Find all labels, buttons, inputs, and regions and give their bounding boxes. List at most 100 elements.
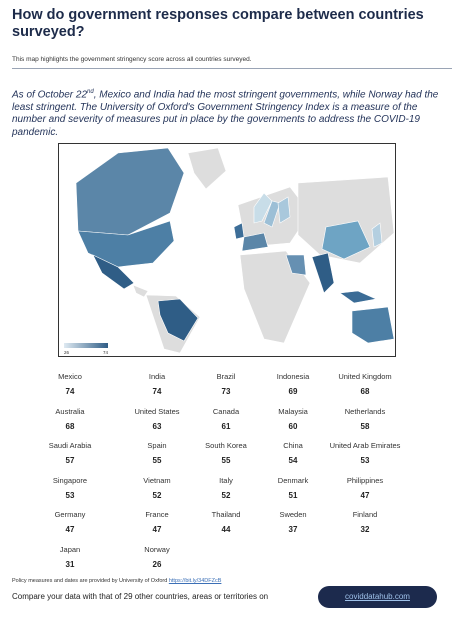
site-button[interactable]: coviddatahub.com (318, 586, 437, 608)
map-region (297, 176, 395, 264)
country-score: 52 (152, 490, 162, 500)
compare-text: Compare your data with that of 29 other … (12, 592, 269, 601)
map: 26 74 (58, 143, 396, 357)
country-cell: France 47 (102, 510, 212, 534)
intro-text: , Mexico and India had the most stringen… (12, 89, 439, 138)
source-link[interactable]: https://bit.ly/34DFZcB (168, 578, 222, 584)
divider (12, 68, 452, 69)
map-region (241, 232, 269, 252)
country-score: 68 (65, 421, 75, 431)
country-name: Philippines (346, 475, 384, 485)
country-name: China (283, 441, 303, 450)
country-score: 73 (221, 387, 231, 396)
map-region (239, 250, 311, 344)
country-score: 68 (360, 387, 370, 396)
country-name: Indonesia (276, 372, 310, 381)
country-cell: Finland 32 (310, 510, 420, 534)
country-name: Saudi Arabia (48, 441, 92, 450)
country-name: Netherlands (344, 406, 386, 416)
country-name: Denmark (277, 475, 309, 485)
country-name: United Arab Emirates (329, 441, 401, 450)
map-region (371, 222, 383, 248)
map-region (311, 252, 335, 294)
country-score: 69 (288, 387, 298, 396)
country-cell: United Kingdom 68 (310, 372, 420, 396)
country-name: Norway (144, 544, 170, 554)
country-cell: Malaysia 60 (238, 407, 348, 431)
country-name: India (148, 372, 166, 381)
country-score: 32 (360, 525, 370, 534)
country-cell: Sweden 37 (238, 510, 348, 534)
country-cell: Vietnam 52 (102, 476, 212, 500)
country-score: 74 (152, 387, 162, 396)
country-name: Thailand (211, 510, 241, 519)
country-cell: Netherlands 58 (310, 407, 420, 431)
title: How do government responses compare betw… (12, 7, 424, 40)
country-name: Japan (59, 544, 81, 554)
country-score: 51 (288, 490, 298, 500)
country-cell: Denmark 51 (238, 476, 348, 500)
map-region (339, 290, 378, 304)
country-name: Vietnam (143, 475, 171, 485)
country-score: 55 (221, 456, 231, 465)
country-name: Malaysia (278, 406, 308, 416)
country-cell: Thailand 44 (171, 510, 281, 534)
country-cell: Philippines 47 (310, 476, 420, 500)
country-cell: United Arab Emirates 53 (310, 441, 420, 465)
country-score: 47 (360, 490, 370, 500)
legend-max: 74 (103, 350, 109, 355)
country-score: 55 (152, 456, 162, 465)
country-cell: China 54 (238, 441, 348, 465)
map-region (132, 284, 149, 298)
country-score: 60 (288, 421, 298, 431)
country-name: United Kingdom (338, 372, 392, 381)
map-region (253, 192, 273, 224)
country-cell: Australia 68 (15, 407, 125, 431)
country-name: Australia (55, 406, 85, 416)
country-cell: Singapore 53 (15, 476, 125, 500)
country-name: Mexico (58, 372, 82, 381)
country-score: 63 (152, 421, 162, 431)
country-name: Spain (147, 441, 167, 450)
country-name: Finland (352, 510, 378, 519)
country-cell: Japan 31 (15, 545, 125, 569)
country-score: 53 (360, 456, 370, 465)
country-name: Sweden (279, 510, 307, 519)
country-cell: Canada 61 (171, 407, 281, 431)
country-cell: South Korea 55 (171, 441, 281, 465)
country-name: France (145, 510, 169, 519)
subtitle: This map highlights the government strin… (12, 56, 252, 63)
country-cell: Spain 55 (102, 441, 212, 465)
country-name: South Korea (205, 441, 247, 450)
country-score: 54 (288, 456, 298, 465)
intro-text: As of October 22 (12, 89, 88, 101)
map-region (92, 254, 135, 290)
source: Policy measures and dates are provided b… (12, 578, 221, 584)
country-cell: India 74 (102, 372, 212, 396)
source-text: Policy measures and dates are provided b… (12, 578, 168, 584)
country-cell: Indonesia 69 (238, 372, 348, 396)
country-score: 31 (65, 559, 75, 569)
country-cell: Brazil 73 (171, 372, 281, 396)
country-name: United States (134, 406, 180, 416)
country-name: Italy (219, 475, 233, 485)
country-score: 74 (65, 387, 75, 396)
map-region (157, 298, 199, 342)
map-region (321, 220, 371, 260)
country-score: 47 (65, 525, 75, 534)
country-score: 61 (221, 421, 231, 431)
country-name: Canada (212, 406, 240, 416)
country-score: 44 (221, 525, 231, 534)
country-cell: United States 63 (102, 407, 212, 431)
country-name: Germany (54, 510, 86, 519)
map-region (351, 306, 395, 344)
intro: As of October 22nd, Mexico and India had… (12, 86, 442, 139)
intro-sup: nd (87, 89, 94, 95)
country-score: 26 (152, 559, 162, 569)
legend-min: 26 (64, 350, 70, 355)
country-score: 37 (288, 525, 298, 534)
country-cell: Germany 47 (15, 510, 125, 534)
country-cell: Norway 26 (102, 545, 212, 569)
